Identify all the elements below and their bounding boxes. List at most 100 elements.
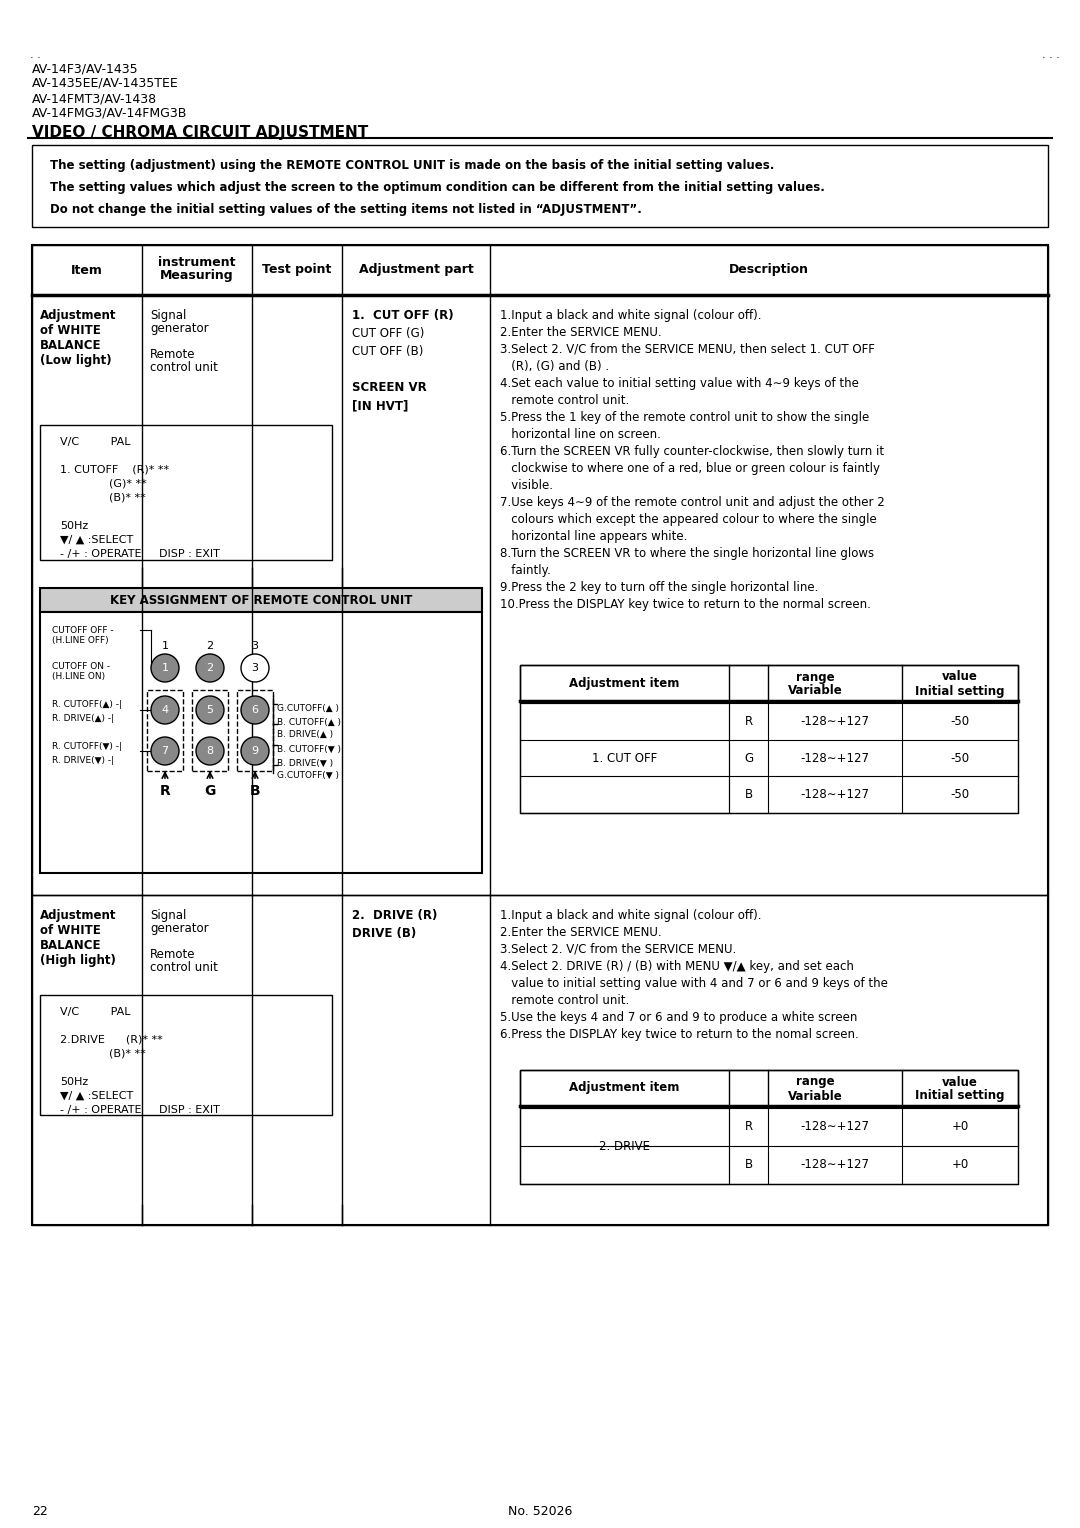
Text: G.CUTOFF(▲ ): G.CUTOFF(▲ ) [276, 704, 339, 714]
Text: visible.: visible. [500, 478, 553, 492]
Text: AV-1435EE/AV-1435TEE: AV-1435EE/AV-1435TEE [32, 76, 179, 90]
Text: (Low light): (Low light) [40, 354, 111, 367]
Circle shape [195, 695, 224, 724]
Text: B: B [744, 1158, 753, 1172]
Text: Signal: Signal [150, 309, 187, 322]
Text: -128∼+127: -128∼+127 [800, 752, 869, 764]
Text: range: range [796, 671, 835, 683]
Text: Adjustment: Adjustment [40, 309, 117, 322]
Circle shape [195, 736, 224, 766]
Text: Remote: Remote [150, 348, 195, 361]
Text: No. 52026: No. 52026 [508, 1505, 572, 1517]
Text: 1.Input a black and white signal (colour off).: 1.Input a black and white signal (colour… [500, 909, 761, 921]
Text: 4: 4 [161, 704, 168, 715]
Circle shape [241, 695, 269, 724]
Text: +0: +0 [951, 1158, 969, 1172]
Text: VIDEO / CHROMA CIRCUIT ADJUSTMENT: VIDEO / CHROMA CIRCUIT ADJUSTMENT [32, 125, 368, 141]
Text: Variable: Variable [788, 1089, 842, 1103]
Text: 2: 2 [206, 642, 214, 651]
Bar [519, 665, 1018, 813]
Text: 1. CUTOFF    (R)* **: 1. CUTOFF (R)* ** [60, 465, 170, 475]
Text: R: R [160, 784, 171, 798]
Text: 6: 6 [252, 704, 258, 715]
Text: Signal: Signal [150, 909, 187, 921]
Text: clockwise to where one of a red, blue or green colour is faintly: clockwise to where one of a red, blue or… [500, 461, 880, 475]
Text: B: B [744, 788, 753, 801]
Text: (High light): (High light) [40, 953, 116, 967]
Text: V/C         PAL: V/C PAL [60, 437, 131, 448]
Text: B. DRIVE(▲ ): B. DRIVE(▲ ) [276, 730, 333, 740]
Circle shape [151, 654, 179, 681]
Text: faintly.: faintly. [500, 564, 551, 578]
Text: R. DRIVE(▼) -|: R. DRIVE(▼) -| [52, 756, 114, 766]
Text: Test point: Test point [262, 263, 332, 277]
Bar [40, 995, 332, 1115]
Bar [237, 691, 273, 772]
Text: 2.DRIVE      (R)* **: 2.DRIVE (R)* ** [60, 1034, 163, 1045]
Text: SCREEN VR: SCREEN VR [352, 380, 427, 394]
Text: -128∼+127: -128∼+127 [800, 1158, 869, 1172]
Text: 6.Turn the SCREEN VR fully counter-clockwise, then slowly turn it: 6.Turn the SCREEN VR fully counter-clock… [500, 445, 885, 458]
Text: 5: 5 [206, 704, 214, 715]
Bar [519, 1108, 729, 1184]
Text: generator: generator [150, 921, 208, 935]
Text: 4.Set each value to initial setting value with 4∼9 keys of the: 4.Set each value to initial setting valu… [500, 377, 859, 390]
Text: - /+ : OPERATE     DISP : EXIT: - /+ : OPERATE DISP : EXIT [60, 549, 220, 559]
Text: (B)* **: (B)* ** [60, 494, 146, 503]
Text: 9.Press the 2 key to turn off the single horizontal line.: 9.Press the 2 key to turn off the single… [500, 581, 819, 594]
Text: 3.Select 2. V/C from the SERVICE MENU, then select 1. CUT OFF: 3.Select 2. V/C from the SERVICE MENU, t… [500, 342, 875, 356]
Text: Variable: Variable [788, 685, 842, 697]
Text: ▼/ ▲ :SELECT: ▼/ ▲ :SELECT [60, 535, 133, 545]
Text: G.CUTOFF(▼ ): G.CUTOFF(▼ ) [276, 772, 339, 779]
Text: R. CUTOFF(▼) -|: R. CUTOFF(▼) -| [52, 743, 122, 750]
Circle shape [151, 695, 179, 724]
Text: 5.Use the keys 4 and 7 or 6 and 9 to produce a white screen: 5.Use the keys 4 and 7 or 6 and 9 to pro… [500, 1012, 858, 1024]
Bar [32, 895, 1048, 1225]
Text: 22: 22 [32, 1505, 48, 1517]
Text: (G)* **: (G)* ** [60, 478, 147, 489]
Text: value: value [942, 671, 977, 683]
Text: R: R [744, 1120, 753, 1134]
Text: R: R [744, 715, 753, 727]
Text: generator: generator [150, 322, 208, 335]
Text: V/C         PAL: V/C PAL [60, 1007, 131, 1018]
Text: G: G [204, 784, 216, 798]
Text: horizontal line appears white.: horizontal line appears white. [500, 530, 687, 542]
Text: (H.LINE ON): (H.LINE ON) [52, 672, 105, 681]
Text: 3.Select 2. V/C from the SERVICE MENU.: 3.Select 2. V/C from the SERVICE MENU. [500, 943, 737, 957]
Text: Adjustment: Adjustment [40, 909, 117, 921]
Text: Initial setting: Initial setting [915, 685, 1004, 697]
Text: of WHITE: of WHITE [40, 324, 100, 338]
Text: 2: 2 [206, 663, 214, 672]
Circle shape [195, 654, 224, 681]
Circle shape [241, 654, 269, 681]
Text: remote control unit.: remote control unit. [500, 995, 630, 1007]
Bar [519, 703, 729, 813]
Text: B. DRIVE(▼ ): B. DRIVE(▼ ) [276, 759, 333, 769]
Text: Remote: Remote [150, 947, 195, 961]
Text: 8: 8 [206, 746, 214, 756]
Bar [32, 295, 1048, 895]
Text: value: value [942, 1076, 977, 1088]
Text: 1: 1 [162, 642, 168, 651]
Text: B: B [249, 784, 260, 798]
Text: Do not change the initial setting values of the setting items not listed in “ADJ: Do not change the initial setting values… [50, 203, 642, 215]
Text: . .: . . [30, 50, 41, 60]
Text: 2. DRIVE: 2. DRIVE [599, 1140, 650, 1152]
Text: 50Hz: 50Hz [60, 521, 89, 532]
Text: -128∼+127: -128∼+127 [800, 1120, 869, 1134]
Bar [32, 244, 1048, 295]
Text: value to initial setting value with 4 and 7 or 6 and 9 keys of the: value to initial setting value with 4 an… [500, 976, 888, 990]
Text: BALANCE: BALANCE [40, 940, 102, 952]
Text: range: range [796, 1076, 835, 1088]
Text: [IN HVT]: [IN HVT] [352, 399, 408, 413]
Text: CUTOFF ON -: CUTOFF ON - [52, 662, 110, 671]
Text: 3: 3 [252, 663, 258, 672]
Text: AV-14F3/AV-1435: AV-14F3/AV-1435 [32, 63, 138, 75]
Bar [40, 425, 332, 559]
Bar [192, 691, 228, 772]
Text: Adjustment part: Adjustment part [359, 263, 473, 277]
Text: 2.Enter the SERVICE MENU.: 2.Enter the SERVICE MENU. [500, 926, 662, 940]
Text: 1.Input a black and white signal (colour off).: 1.Input a black and white signal (colour… [500, 309, 761, 322]
Text: Description: Description [729, 263, 809, 277]
